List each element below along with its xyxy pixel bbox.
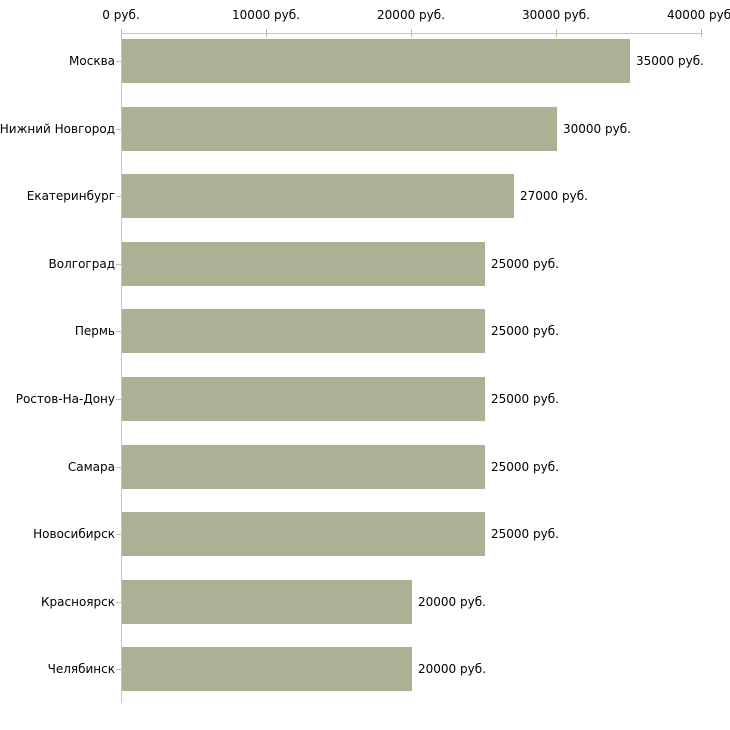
y-axis-line: [121, 33, 122, 703]
x-axis-tick-label: 0 руб.: [102, 8, 140, 22]
category-label: Пермь: [74, 324, 115, 338]
x-axis-tick: [556, 29, 557, 37]
value-label: 25000 руб.: [491, 392, 559, 406]
bar-6: [122, 377, 485, 421]
category-label: Москва: [69, 54, 115, 68]
x-axis-tick-label: 40000 руб.: [667, 8, 730, 22]
x-axis-tick-label: 30000 руб.: [522, 8, 590, 22]
value-label: 30000 руб.: [563, 122, 631, 136]
value-label: 25000 руб.: [491, 324, 559, 338]
y-axis-tick: [116, 196, 121, 197]
bar-1: [122, 39, 630, 83]
bar-4: [122, 242, 485, 286]
category-label: Екатеринбург: [26, 189, 115, 203]
y-axis-tick: [116, 331, 121, 332]
bar-7: [122, 445, 485, 489]
x-axis-tick: [701, 29, 702, 37]
y-axis-tick: [116, 534, 121, 535]
x-axis-tick: [266, 29, 267, 37]
y-axis-tick: [116, 467, 121, 468]
bar-5: [122, 309, 485, 353]
y-axis-tick: [116, 669, 121, 670]
category-label: Самара: [67, 460, 115, 474]
x-axis-tick-label: 10000 руб.: [232, 8, 300, 22]
value-label: 25000 руб.: [491, 257, 559, 271]
x-axis-tick: [411, 29, 412, 37]
x-axis-tick-label: 20000 руб.: [377, 8, 445, 22]
category-label: Красноярск: [41, 595, 115, 609]
bar-2: [122, 107, 557, 151]
value-label: 27000 руб.: [520, 189, 588, 203]
category-label: Новосибирск: [33, 527, 115, 541]
y-axis-tick: [116, 399, 121, 400]
category-label: Нижний Новгород: [0, 122, 115, 136]
y-axis-tick: [116, 129, 121, 130]
bar-9: [122, 580, 412, 624]
value-label: 25000 руб.: [491, 527, 559, 541]
value-label: 20000 руб.: [418, 662, 486, 676]
x-axis-tick: [121, 29, 122, 37]
category-label: Ростов-На-Дону: [15, 392, 115, 406]
y-axis-tick: [116, 61, 121, 62]
value-label: 35000 руб.: [636, 54, 704, 68]
category-label: Челябинск: [47, 662, 115, 676]
bar-10: [122, 647, 412, 691]
bar-3: [122, 174, 514, 218]
y-axis-tick: [116, 264, 121, 265]
x-axis-line: [121, 33, 703, 34]
category-label: Волгоград: [48, 257, 115, 271]
value-label: 20000 руб.: [418, 595, 486, 609]
bar-8: [122, 512, 485, 556]
y-axis-tick: [116, 602, 121, 603]
value-label: 25000 руб.: [491, 460, 559, 474]
